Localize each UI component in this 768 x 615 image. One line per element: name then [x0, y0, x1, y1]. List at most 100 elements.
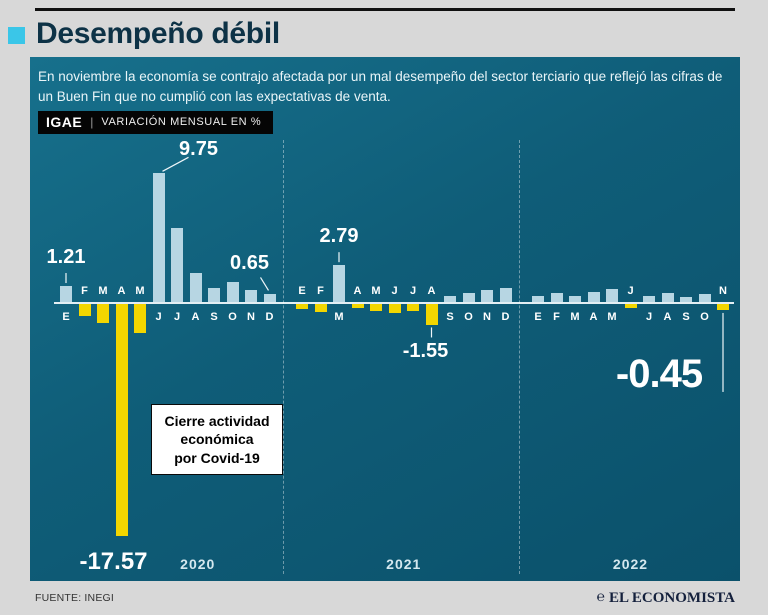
- series-tag-name: IGAE: [46, 114, 83, 131]
- month-label-2021-9: S: [446, 311, 454, 324]
- x-axis-baseline: [54, 302, 734, 305]
- month-label-2021-4: A: [353, 285, 362, 298]
- intro-text: En noviembre la economía se contrajo afe…: [38, 69, 723, 104]
- bar-2022-O-10: [698, 294, 711, 303]
- month-label-2021-6: J: [391, 285, 398, 298]
- month-label-2020-8: A: [191, 311, 200, 324]
- bar-2021-A-4: [351, 304, 364, 309]
- bar-2021-J-6: [388, 304, 401, 314]
- month-label-2021-11: N: [483, 311, 491, 324]
- bar-2020-M-5: [134, 304, 146, 334]
- bar-2022-E-1: [532, 295, 544, 303]
- year-label-2022: 2022: [612, 556, 649, 573]
- month-label-2020-5: M: [135, 285, 145, 298]
- annotation--17.57: -17.57: [79, 548, 148, 576]
- bar-2021-S-9: [444, 295, 456, 303]
- bar-2020-A-8: [189, 273, 202, 303]
- brand-name: EL ECONOMISTA: [609, 589, 735, 606]
- page-title: Desempeño débil: [36, 17, 280, 50]
- brand-e-icon: ℮: [596, 590, 605, 605]
- year-label-2021: 2021: [386, 556, 422, 573]
- covid-annotation-box: Cierre actividad económica por Covid-19: [151, 404, 283, 475]
- year-separator: [283, 140, 284, 575]
- month-label-2022-6: J: [627, 285, 634, 298]
- bar-2022-F-2: [550, 292, 563, 303]
- month-label-2021-7: J: [409, 285, 417, 298]
- bar-2022-S-9: [680, 296, 692, 303]
- month-label-2020-12: D: [265, 311, 274, 324]
- bar-2020-J-6: [152, 173, 165, 303]
- bar-2022-M-3: [569, 295, 581, 303]
- bar-2022-M-5: [606, 288, 618, 303]
- leader-lines-layer: [65, 156, 724, 393]
- covid-annotation-line: por Covid-19: [174, 449, 260, 466]
- annotation-9.75: 9.75: [179, 138, 218, 161]
- bar-2022-N-11: [717, 304, 729, 311]
- month-label-2020-9: S: [210, 311, 218, 324]
- series-tag-bar: IGAE | VARIACIÓN MENSUAL EN %: [38, 111, 274, 135]
- covid-annotation-line: Cierre actividad: [164, 413, 270, 430]
- month-label-2022-5: M: [607, 311, 617, 324]
- annotation--0.45: -0.45: [615, 352, 703, 397]
- month-label-2020-10: O: [228, 311, 237, 324]
- month-label-2020-6: J: [155, 311, 162, 324]
- source-label: FUENTE: INEGI: [35, 592, 115, 604]
- bar-2020-N-11: [245, 290, 257, 303]
- month-label-2021-5: M: [371, 285, 381, 298]
- bar-2021-D-12: [499, 287, 512, 303]
- bar-2021-A-8: [425, 304, 438, 325]
- month-label-2022-1: E: [534, 311, 542, 324]
- bar-2022-J-7: [643, 295, 655, 303]
- bar-2021-F-2: [314, 304, 327, 313]
- year-label-2020: 2020: [180, 556, 216, 573]
- month-label-2021-1: E: [298, 285, 306, 298]
- bar-2022-A-8: [661, 292, 674, 303]
- bar-2020-O-10: [226, 282, 239, 303]
- year-separator: [519, 140, 520, 575]
- month-label-2022-8: A: [663, 311, 672, 324]
- top-rule: [35, 8, 735, 11]
- header: Desempeño débil: [0, 0, 768, 57]
- bar-2021-M-5: [370, 304, 382, 311]
- month-label-2022-9: S: [682, 311, 690, 324]
- chart-area: Cierre actividad económica por Covid-19 …: [38, 138, 734, 583]
- month-label-2021-8: A: [427, 285, 436, 298]
- footer: FUENTE: INEGI ℮ EL ECONOMISTA: [0, 581, 768, 615]
- title-accent-square: [8, 26, 25, 44]
- month-label-2022-2: F: [553, 311, 560, 324]
- bar-2022-A-4: [587, 291, 600, 303]
- month-label-2021-3: M: [334, 311, 344, 324]
- month-label-2022-7: J: [645, 311, 653, 324]
- bar-2021-J-7: [407, 304, 419, 311]
- bar-2020-J-7: [171, 228, 183, 303]
- month-label-2022-3: M: [570, 311, 580, 324]
- month-label-2022-10: O: [700, 311, 709, 324]
- month-label-2020-7: J: [173, 311, 181, 324]
- bar-2020-D-12: [263, 293, 276, 303]
- series-tag-separator: |: [90, 115, 94, 130]
- bar-2020-A-4: [115, 304, 128, 537]
- month-label-2021-2: F: [317, 285, 324, 298]
- month-label-2022-4: A: [589, 311, 598, 324]
- bar-2021-M-3: [333, 265, 345, 303]
- title-row: Desempeño débil: [8, 19, 280, 49]
- month-label-2020-4: A: [117, 285, 126, 298]
- month-label-2020-1: E: [62, 311, 70, 324]
- annotation--1.55: -1.55: [402, 339, 449, 362]
- bar-2021-E-1: [296, 304, 308, 310]
- month-label-2020-2: F: [81, 285, 88, 298]
- covid-annotation-line: económica: [180, 431, 254, 448]
- bar-2020-S-9: [208, 287, 220, 303]
- annotation-0.65: 0.65: [230, 251, 269, 274]
- bar-2020-M-3: [97, 304, 109, 323]
- series-tag-description: VARIACIÓN MENSUAL EN %: [101, 116, 262, 129]
- month-label-2021-12: D: [501, 311, 510, 324]
- month-label-2021-10: O: [464, 311, 473, 324]
- month-label-2022-11: N: [719, 285, 727, 298]
- annotation-2.79: 2.79: [319, 225, 359, 248]
- bar-2022-J-6: [624, 304, 637, 309]
- month-label-2020-11: N: [247, 311, 255, 324]
- bar-2020-E-1: [60, 286, 72, 303]
- annotation-1.21: 1.21: [46, 246, 86, 269]
- chart-card: En noviembre la economía se contrajo afe…: [30, 57, 740, 581]
